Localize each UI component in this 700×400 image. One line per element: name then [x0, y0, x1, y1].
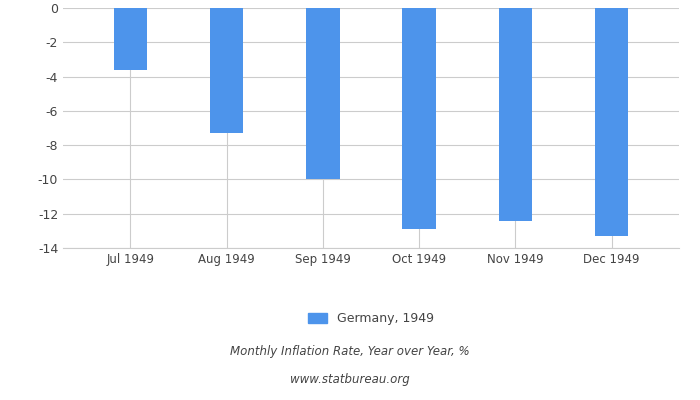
Bar — [402, 8, 436, 229]
Bar — [113, 8, 147, 70]
Text: www.statbureau.org: www.statbureau.org — [290, 374, 410, 386]
Bar — [306, 8, 340, 180]
Bar — [210, 8, 244, 133]
Bar — [595, 8, 629, 236]
Legend: Germany, 1949: Germany, 1949 — [303, 307, 439, 330]
Text: Monthly Inflation Rate, Year over Year, %: Monthly Inflation Rate, Year over Year, … — [230, 346, 470, 358]
Bar — [498, 8, 532, 220]
